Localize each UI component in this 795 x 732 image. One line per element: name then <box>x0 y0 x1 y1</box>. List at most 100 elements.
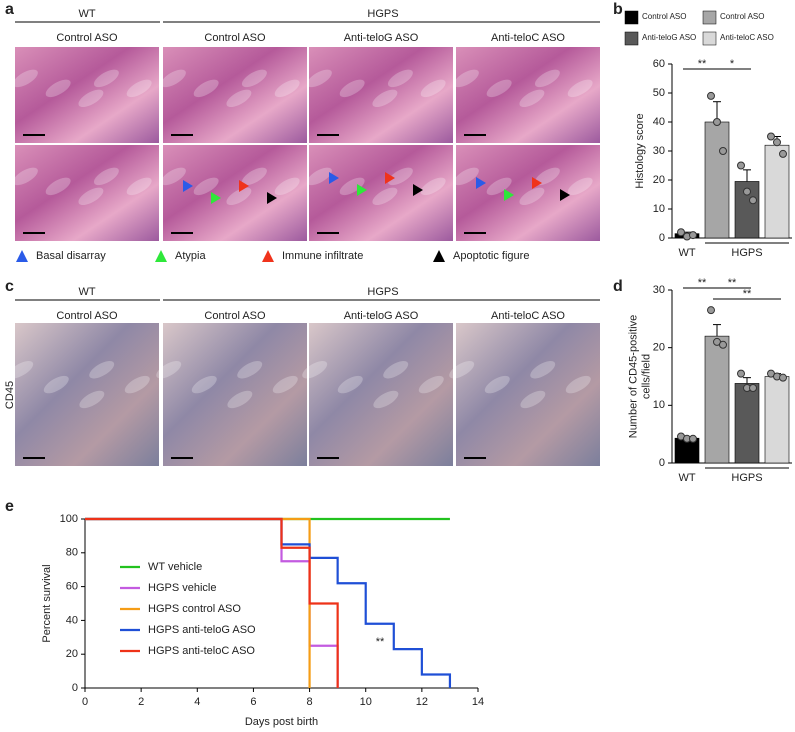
legend-label: Atypia <box>175 250 206 262</box>
panel-label: e <box>5 498 14 515</box>
data-point <box>779 149 787 158</box>
tissue-structure <box>126 177 152 196</box>
data-point <box>689 231 697 240</box>
data-point <box>767 132 775 141</box>
legend-label: Control ASO <box>642 12 686 21</box>
panel-label: b <box>613 1 623 18</box>
x-tick-label: 8 <box>307 696 313 708</box>
tissue-structure <box>418 375 444 394</box>
tissue-structure <box>241 69 267 88</box>
tissue-structure <box>156 361 182 379</box>
tissue-structure <box>520 390 546 409</box>
y-tick-label: 0 <box>659 232 665 244</box>
tissue-structure <box>193 177 219 196</box>
micrograph <box>309 47 453 143</box>
y-axis-title: Histology score <box>634 113 646 188</box>
legend-label: Basal disarray <box>36 250 106 262</box>
tissue-structure <box>160 69 186 88</box>
legend-label: HGPS vehicle <box>148 582 216 594</box>
column-label: Anti-teloG ASO <box>344 32 419 44</box>
tissue-structure <box>126 79 152 98</box>
tissue-structure <box>241 167 267 186</box>
bar <box>704 335 730 464</box>
annotation-arrow <box>329 172 339 184</box>
tissue-structure <box>372 187 398 206</box>
tissue-structure <box>93 167 119 186</box>
tissue-structure <box>306 69 332 88</box>
x-axis-title: Days post birth <box>245 716 318 728</box>
significance-label: ** <box>743 288 752 300</box>
data-point <box>749 196 757 205</box>
bar <box>704 121 730 239</box>
tissue-structure <box>387 69 413 88</box>
x-tick-label: 2 <box>138 696 144 708</box>
data-point <box>713 118 721 126</box>
y-tick-label: 0 <box>72 682 78 694</box>
tissue-structure <box>226 89 252 108</box>
tissue-structure <box>453 69 479 88</box>
data-point <box>677 228 685 237</box>
y-tick-label: 60 <box>653 58 665 70</box>
micrograph <box>163 145 307 241</box>
tissue-structure <box>160 167 186 186</box>
tissue-structure <box>45 79 71 98</box>
micrograph <box>163 47 307 143</box>
tissue-structure <box>274 79 300 98</box>
tissue-structure <box>530 361 556 379</box>
column-label: Control ASO <box>204 32 266 44</box>
survival-line <box>85 517 339 688</box>
micrograph <box>456 47 600 143</box>
x-tick-label: 6 <box>250 696 256 708</box>
tissue-structure <box>12 167 38 186</box>
annotation-arrow <box>504 189 514 201</box>
tissue-structure <box>486 177 512 196</box>
annotation-arrow <box>357 184 367 196</box>
legend-label: HGPS control ASO <box>148 603 241 615</box>
data-point <box>689 434 697 443</box>
tissue-structure <box>12 69 38 88</box>
tissue-structure <box>306 167 332 186</box>
group-label: WT <box>78 8 95 20</box>
annotation-arrow <box>239 180 249 192</box>
y-tick-label: 30 <box>653 284 665 296</box>
legend-swatch <box>624 10 639 25</box>
micrograph <box>456 323 600 466</box>
y-tick-label: 50 <box>653 87 665 99</box>
tissue-structure <box>534 69 560 88</box>
tissue-structure <box>449 361 475 379</box>
y-tick-label: 100 <box>60 513 78 525</box>
y-tick-label: 20 <box>653 342 665 354</box>
column-label: Anti-teloG ASO <box>344 310 419 322</box>
tissue-structure <box>79 390 105 409</box>
tissue-structure <box>519 89 545 108</box>
tissue-structure <box>227 390 253 409</box>
significance-label: ** <box>376 636 385 648</box>
legend-marker <box>262 250 274 262</box>
micrograph <box>15 47 159 143</box>
tissue-structure <box>372 89 398 108</box>
tissue-structure <box>274 177 300 196</box>
legend-label: Anti-teloC ASO <box>720 33 774 42</box>
annotation-arrow <box>413 184 423 196</box>
panel-label: d <box>613 278 623 295</box>
micrograph <box>309 145 453 241</box>
legend-label: HGPS anti-teloC ASO <box>148 645 255 657</box>
y-axis-title: Number of CD45-positive <box>627 315 639 439</box>
tissue-structure <box>420 177 446 196</box>
y-tick-label: 60 <box>66 581 78 593</box>
data-point <box>779 373 787 382</box>
x-tick-label: 10 <box>360 696 372 708</box>
tissue-structure <box>124 375 150 394</box>
tissue-structure <box>420 79 446 98</box>
y-axis-title: cells/field <box>640 354 652 399</box>
tissue-structure <box>272 375 298 394</box>
legend-swatch <box>624 31 639 46</box>
tissue-structure <box>383 361 409 379</box>
tissue-structure <box>339 79 365 98</box>
annotation-arrow <box>476 177 486 189</box>
tissue-structure <box>387 167 413 186</box>
tissue-structure <box>567 79 593 98</box>
group-label: HGPS <box>731 247 762 259</box>
